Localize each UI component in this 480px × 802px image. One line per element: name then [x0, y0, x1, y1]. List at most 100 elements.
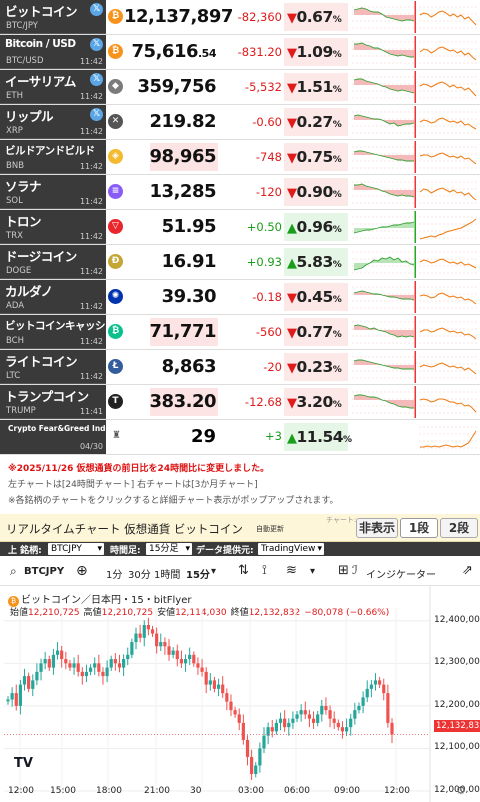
crypto-row-trump[interactable]: トランプコイン TRUMP 11:41 T 383.20 -12.68 ▼3.20% [0, 385, 480, 420]
fear-greed-chart[interactable] [419, 421, 479, 453]
3m-chart[interactable] [419, 281, 479, 313]
update-time: 11:42 [79, 372, 103, 381]
24h-chart[interactable] [352, 71, 416, 103]
crypto-row-xrp[interactable]: リップル 𝕏 XRP 11:42 ✕ 219.82 -0.60 ▼0.27% [0, 105, 480, 140]
chevron-down-icon[interactable]: ▾ [211, 566, 217, 577]
3m-chart[interactable] [419, 1, 479, 33]
crypto-row-bnb[interactable]: ビルドアンドビルド BNB 11:42 ◈ 98,965 -748 ▼0.75% [0, 140, 480, 175]
24h-chart[interactable] [352, 141, 416, 173]
open-external-icon[interactable]: ⇗ [462, 563, 473, 578]
chevron-down-icon: ▾ [97, 544, 102, 554]
candle-body [126, 654, 130, 660]
x-social-icon[interactable]: 𝕏 [90, 38, 103, 51]
fear-greed-row[interactable]: Crypto Fear&Greed Index 04/30 ♜ 29 +3 ▲1… [0, 420, 480, 455]
coin-symbol: ADA [6, 301, 25, 311]
crypto-row-eth[interactable]: イーサリアム 𝕏 ETH 11:42 ◆ 359,756 -5,532 ▼1.51% [0, 70, 480, 105]
crypto-row-btc-jpy[interactable]: ビットコイン 𝕏 BTC/JPY ₿ 12,137,897 -82,360 ▼0.67% [0, 0, 480, 35]
coin-price: 359,756 [124, 75, 217, 99]
3m-chart[interactable] [419, 176, 479, 208]
compare-icon[interactable]: ⊞ [338, 563, 349, 578]
24h-chart[interactable] [352, 106, 416, 138]
tradingview-logo[interactable]: TV [14, 756, 33, 771]
3m-chart[interactable] [419, 106, 479, 138]
crypto-row-ltc[interactable]: ライトコイン LTC 11:42 Ł 8,863 -20 ▼0.23% [0, 350, 480, 385]
24h-chart[interactable] [352, 386, 416, 418]
coin-logo-icon: ◆ [108, 79, 123, 94]
percent-sign: % [332, 225, 342, 235]
crypto-row-bch[interactable]: ビットコインキャッシュ BCH 11:42 ₿ 71,771 -560 ▼0.77% [0, 315, 480, 350]
x-social-icon[interactable]: 𝕏 [90, 108, 103, 121]
sparkline-area [354, 184, 414, 197]
indicator-icon[interactable]: ℐ [352, 563, 358, 577]
down-arrow-icon: ▼ [287, 81, 297, 96]
chevron-down-icon[interactable]: ▾ [310, 566, 316, 577]
candle-body [76, 663, 80, 672]
timeframe-select-value: 15分足 [149, 544, 179, 554]
price-tick-label: 12,000,000 [434, 785, 480, 795]
crypto-row-trx[interactable]: トロン TRX 11:42 ▽ 51.95 +0.50 ▲0.96% [0, 210, 480, 245]
candle-type-icon[interactable]: ⟟ [262, 563, 267, 578]
data-source-label: データ提供元: [196, 546, 254, 556]
candlestick-chart[interactable] [0, 586, 480, 802]
24h-chart[interactable] [352, 281, 416, 313]
update-time: 11:42 [79, 232, 103, 241]
candle-body [373, 680, 378, 685]
price-decimal: .54 [198, 47, 217, 60]
trend-line [419, 117, 477, 130]
indicator-button[interactable]: インジケーター [366, 570, 436, 581]
24h-chart[interactable] [352, 36, 416, 68]
x-social-icon[interactable]: 𝕏 [90, 73, 103, 86]
timeframe-select[interactable]: 15分足 ▾ [146, 543, 192, 555]
3m-chart[interactable] [419, 351, 479, 383]
3m-chart[interactable] [419, 211, 479, 243]
24h-chart[interactable] [352, 246, 416, 278]
data-source-select[interactable]: TradingView ▾ [258, 543, 324, 555]
sparkline-line [353, 290, 415, 301]
interval-1h[interactable]: 1時間 [154, 570, 181, 581]
search-icon[interactable]: ⌕ [10, 564, 17, 578]
3m-chart[interactable] [419, 141, 479, 173]
up-arrow-icon: ▲ [287, 256, 297, 271]
24h-chart[interactable] [352, 316, 416, 348]
crypto-row-sol[interactable]: ソラナ SOL 11:42 ≡ 13,285 -120 ▼0.90% [0, 175, 480, 210]
sparkline-area [354, 257, 414, 270]
3m-chart[interactable] [419, 71, 479, 103]
interval-15m[interactable]: 15分 [186, 570, 210, 581]
realtime-chart-header: リアルタイムチャート 仮想通貨 ビットコイン 自動更新 チャート: 非表示 1段… [0, 514, 480, 542]
crypto-row-btc-usd[interactable]: Bitcoin / USD 𝕏 BTC/USD 11:42 ₿ 75,616.54 -831… [0, 35, 480, 70]
symbol-select[interactable]: BTCJPY ▾ [48, 543, 104, 555]
24h-chart[interactable] [352, 1, 416, 33]
candle-body [291, 718, 295, 723]
trend-line [420, 430, 477, 448]
price-integer: 219.82 [149, 111, 217, 132]
candle-body [27, 676, 31, 689]
two-row-button[interactable]: 2段 [440, 518, 478, 538]
3m-chart[interactable] [419, 316, 479, 348]
coin-symbol: LTC [6, 371, 21, 381]
24h-chart[interactable] [352, 211, 416, 243]
24h-chart[interactable] [352, 351, 416, 383]
candle-body [35, 671, 39, 681]
interval-30m[interactable]: 30分 [128, 570, 151, 581]
one-row-button[interactable]: 1段 [400, 518, 438, 538]
percent-change: ▼0.67% [284, 3, 348, 31]
time-tick-label: 21:00 [144, 786, 170, 796]
last-price-tag: 12,132,832 [434, 720, 480, 732]
3m-chart[interactable] [419, 36, 479, 68]
price-change: -748 [255, 150, 282, 164]
x-social-icon[interactable]: 𝕏 [90, 3, 103, 16]
3m-chart[interactable] [419, 386, 479, 418]
tv-symbol[interactable]: BTCJPY [24, 566, 65, 577]
candle-body [274, 722, 278, 732]
interval-1m[interactable]: 1分 [106, 570, 123, 581]
add-compare-icon[interactable]: ⊕ [76, 563, 88, 579]
candle-body [31, 680, 35, 689]
settings-gear-icon[interactable]: ⚙ [456, 784, 466, 797]
area-chart-icon[interactable]: ≋ [286, 563, 297, 578]
crypto-row-doge[interactable]: ドージコイン DOGE 11:42 Ð 16.91 +0.93 ▲5.83% [0, 245, 480, 280]
24h-chart[interactable] [352, 176, 416, 208]
hide-chart-button[interactable]: 非表示 [356, 518, 398, 538]
3m-chart[interactable] [419, 246, 479, 278]
bar-type-icon[interactable]: ⇅ [238, 563, 249, 578]
crypto-row-ada[interactable]: カルダノ ADA 11:42 ✺ 39.30 -0.18 ▼0.45% [0, 280, 480, 315]
